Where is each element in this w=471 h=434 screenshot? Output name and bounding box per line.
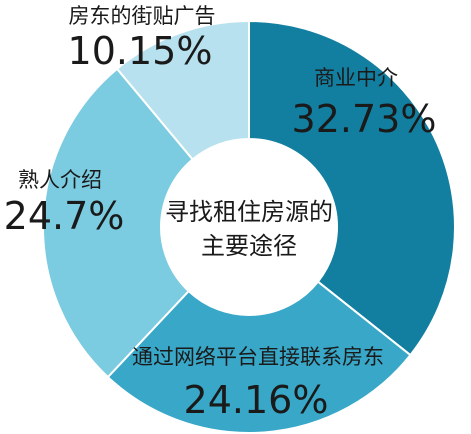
- slice-value-shangye-zhongjie: 32.73%: [292, 97, 437, 141]
- slice-label-wangluo-pingtai: 通过网络平台直接联系房东: [132, 345, 384, 369]
- slice-label-shangye-zhongjie: 商业中介: [314, 66, 398, 90]
- center-title-line-1: 寻找租住房源的: [165, 198, 333, 226]
- slices-layer: [42, 19, 456, 434]
- slice-label-shuren-jieshao: 熟人介绍: [18, 168, 102, 192]
- center-title-line-2: 主要途径: [201, 232, 297, 260]
- slice-value-shuren-jieshao: 24.7%: [4, 194, 125, 238]
- slice-value-jietie-guanggao: 10.15%: [68, 29, 213, 73]
- center-title: 寻找租住房源的 主要途径: [165, 198, 333, 260]
- slice-label-jietie-guanggao: 房东的街贴广告: [69, 4, 216, 28]
- slice-value-wangluo-pingtai: 24.16%: [184, 378, 329, 422]
- donut-hole: [161, 139, 337, 315]
